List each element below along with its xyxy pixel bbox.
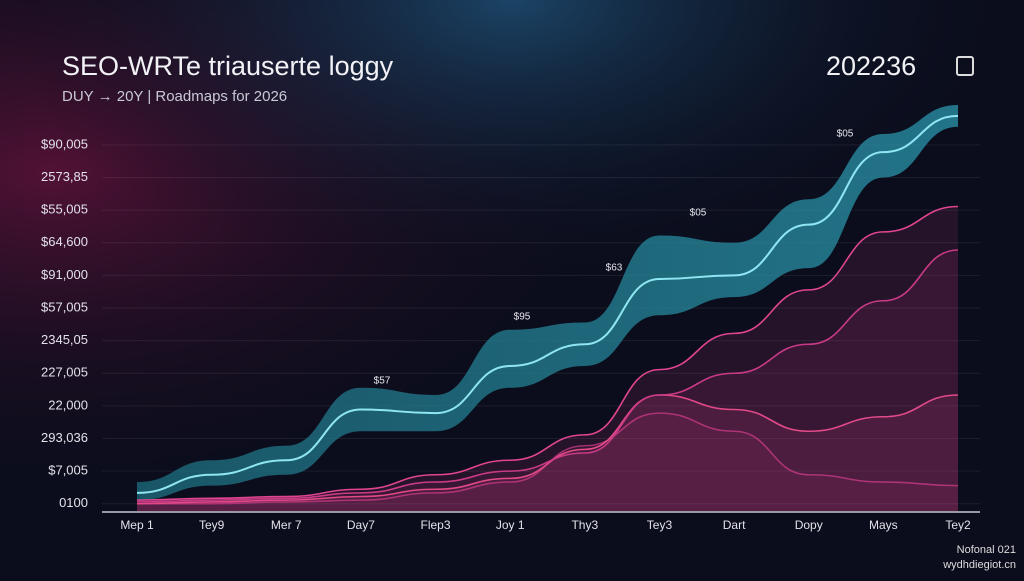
plot: $90,005 2573,85 $55,005 $64,600 $91,000 $57,0… [41, 105, 980, 511]
y-tick-label: 2345,05 [41, 332, 88, 347]
y-tick-label: 22,000 [48, 397, 88, 412]
band [137, 105, 958, 501]
x-tick-label: Tey9 [199, 518, 225, 532]
annotation: $63 [606, 263, 623, 274]
y-tick-label: $55,005 [41, 202, 88, 217]
y-tick-label: 227,005 [41, 365, 88, 380]
x-tick-label: Day7 [347, 518, 375, 532]
x-tick-label: Dopy [795, 518, 823, 532]
line [136, 205, 959, 501]
area [137, 250, 958, 511]
footer: wydhdiegiot.cn [942, 559, 1016, 571]
footer: Nofonal 021 [957, 544, 1016, 556]
x-tick-label: Joy 1 [496, 518, 525, 532]
x-tick-label: Mep 1 [120, 518, 154, 532]
line [136, 249, 959, 503]
y-tick-label: $64,600 [41, 234, 88, 249]
y-tick-label: 2573,85 [41, 169, 88, 184]
y-tick-label: $57,005 [41, 299, 88, 314]
x-tick-label: Mer 7 [271, 518, 302, 532]
chart-subtitle: DUY → 20Y | Roadmaps for 2026 [62, 88, 287, 105]
x-tick-label: Tey2 [945, 518, 971, 532]
x-tick-label: Mays [869, 518, 898, 532]
y-tick-label: 293,036 [41, 430, 88, 445]
y-tick-label: $91,000 [41, 267, 88, 282]
x-tick-label: Thy3 [571, 518, 598, 532]
annotation: $05 [690, 208, 707, 219]
area [137, 206, 958, 511]
line [136, 114, 959, 494]
x-tick-label: Flep3 [421, 518, 451, 532]
line [137, 412, 959, 505]
area [137, 413, 958, 511]
annotation: $95 [514, 312, 531, 323]
line [136, 394, 959, 505]
annotation: $57 [374, 376, 391, 387]
icon [956, 56, 974, 76]
y-tick-label: 0100 [59, 495, 88, 510]
badge: 202236 [826, 51, 916, 81]
annotation: $05 [837, 129, 854, 140]
chart-title: SEO-WRTe triauserte loggy [62, 51, 394, 81]
y-tick-label: $7,005 [48, 463, 88, 478]
x-tick-label: Dart [723, 518, 746, 532]
x-tick-label: Tey3 [647, 518, 673, 532]
y-tick-label: $90,005 [41, 136, 88, 151]
area [137, 395, 958, 511]
